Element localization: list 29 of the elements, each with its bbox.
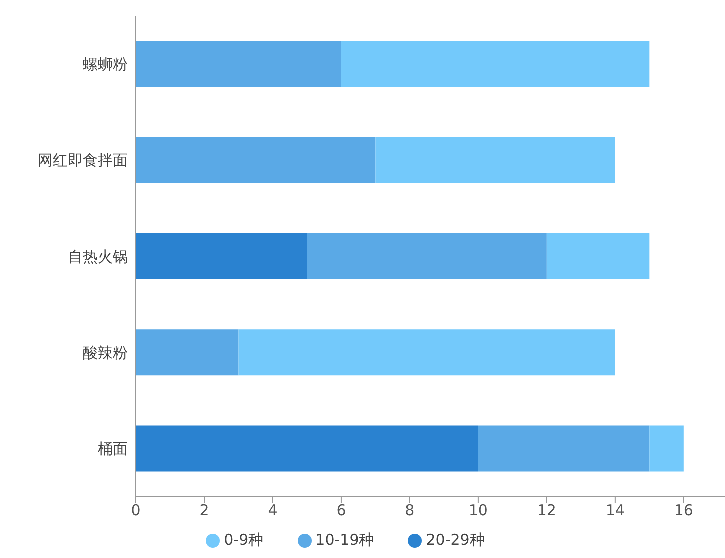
legend-label: 0-9种 [224,531,264,549]
x-tick-label: 16 [674,502,694,520]
bar [307,233,547,280]
bar [376,137,616,184]
bar [136,233,308,280]
bar [546,233,650,280]
bar [238,330,616,376]
bar [478,426,650,472]
x-tick-label: 8 [405,502,415,520]
bar [136,137,376,184]
bar [136,426,478,472]
x-tick-label: 10 [468,502,488,520]
bar [341,41,650,87]
y-tick-label: 自热火锅 [68,248,128,266]
y-tick-label: 螺蛳粉 [83,55,128,74]
x-tick-label: 6 [336,502,346,520]
x-tick-label: 14 [606,502,625,520]
bar [650,426,684,472]
y-tick-label: 酸辣粉 [83,344,128,362]
bar [136,41,342,87]
x-tick-label: 12 [537,502,556,520]
x-tick-label: 4 [268,502,278,520]
x-tick-label: 2 [200,502,210,520]
legend-label: 10-19种 [316,531,374,549]
bar [136,330,239,376]
y-tick-label: 网红即食拌面 [38,152,128,170]
y-tick-label: 桶面 [98,440,128,458]
legend-label: 20-29种 [426,531,485,549]
x-tick-label: 0 [131,502,141,520]
